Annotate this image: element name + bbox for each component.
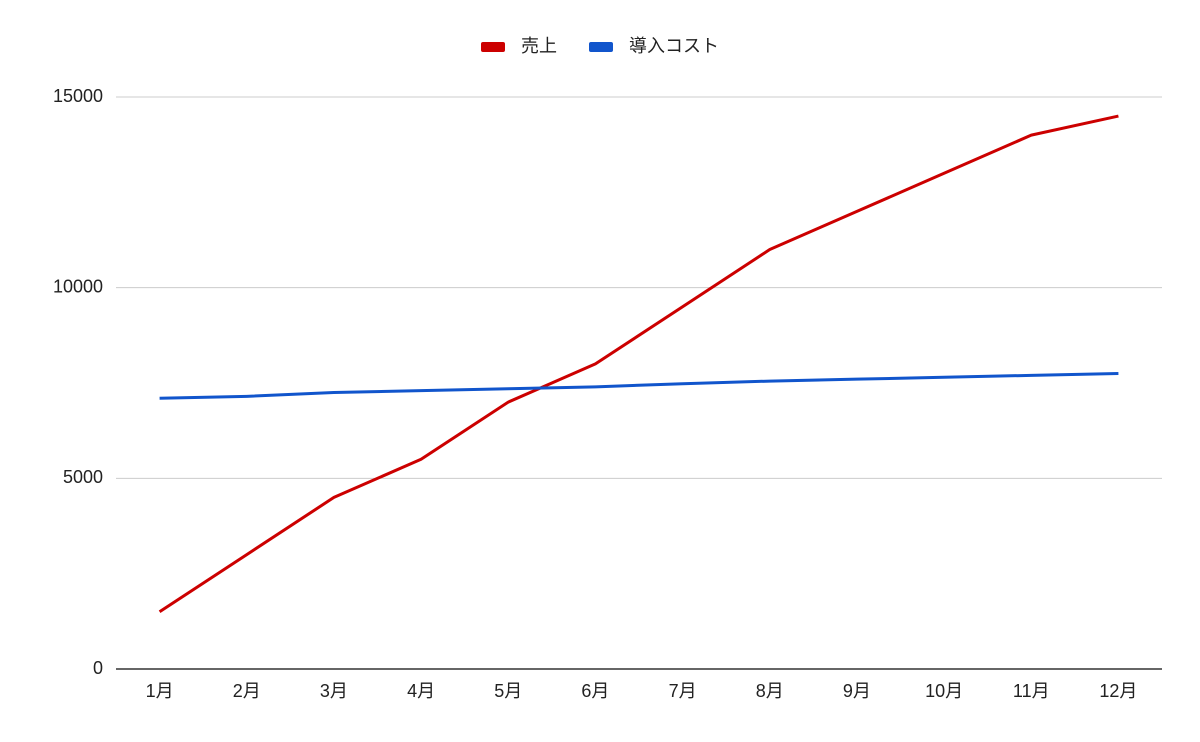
x-tick-label: 12月 (1099, 681, 1137, 701)
y-tick-label: 10000 (53, 276, 103, 296)
x-tick-label: 1月 (146, 681, 174, 701)
x-tick-label: 11月 (1013, 681, 1050, 701)
x-tick-label: 2月 (233, 681, 261, 701)
y-tick-label: 0 (93, 658, 103, 678)
x-tick-label: 7月 (669, 681, 697, 701)
series-line (158, 114, 1119, 614)
y-tick-label: 5000 (63, 467, 103, 487)
x-tick-label: 10月 (925, 681, 963, 701)
legend-label: 売上 (521, 36, 557, 56)
x-tick-label: 3月 (320, 681, 348, 701)
x-tick-label: 6月 (581, 681, 609, 701)
x-tick-label: 8月 (756, 681, 784, 701)
y-tick-label: 15000 (53, 86, 103, 106)
x-tick-label: 9月 (843, 681, 871, 701)
series-line (159, 371, 1119, 400)
x-tick-label: 4月 (407, 681, 435, 701)
legend-swatch (481, 42, 505, 52)
legend-label: 導入コスト (629, 36, 719, 56)
legend-swatch (589, 42, 613, 52)
x-tick-label: 5月 (494, 681, 522, 701)
